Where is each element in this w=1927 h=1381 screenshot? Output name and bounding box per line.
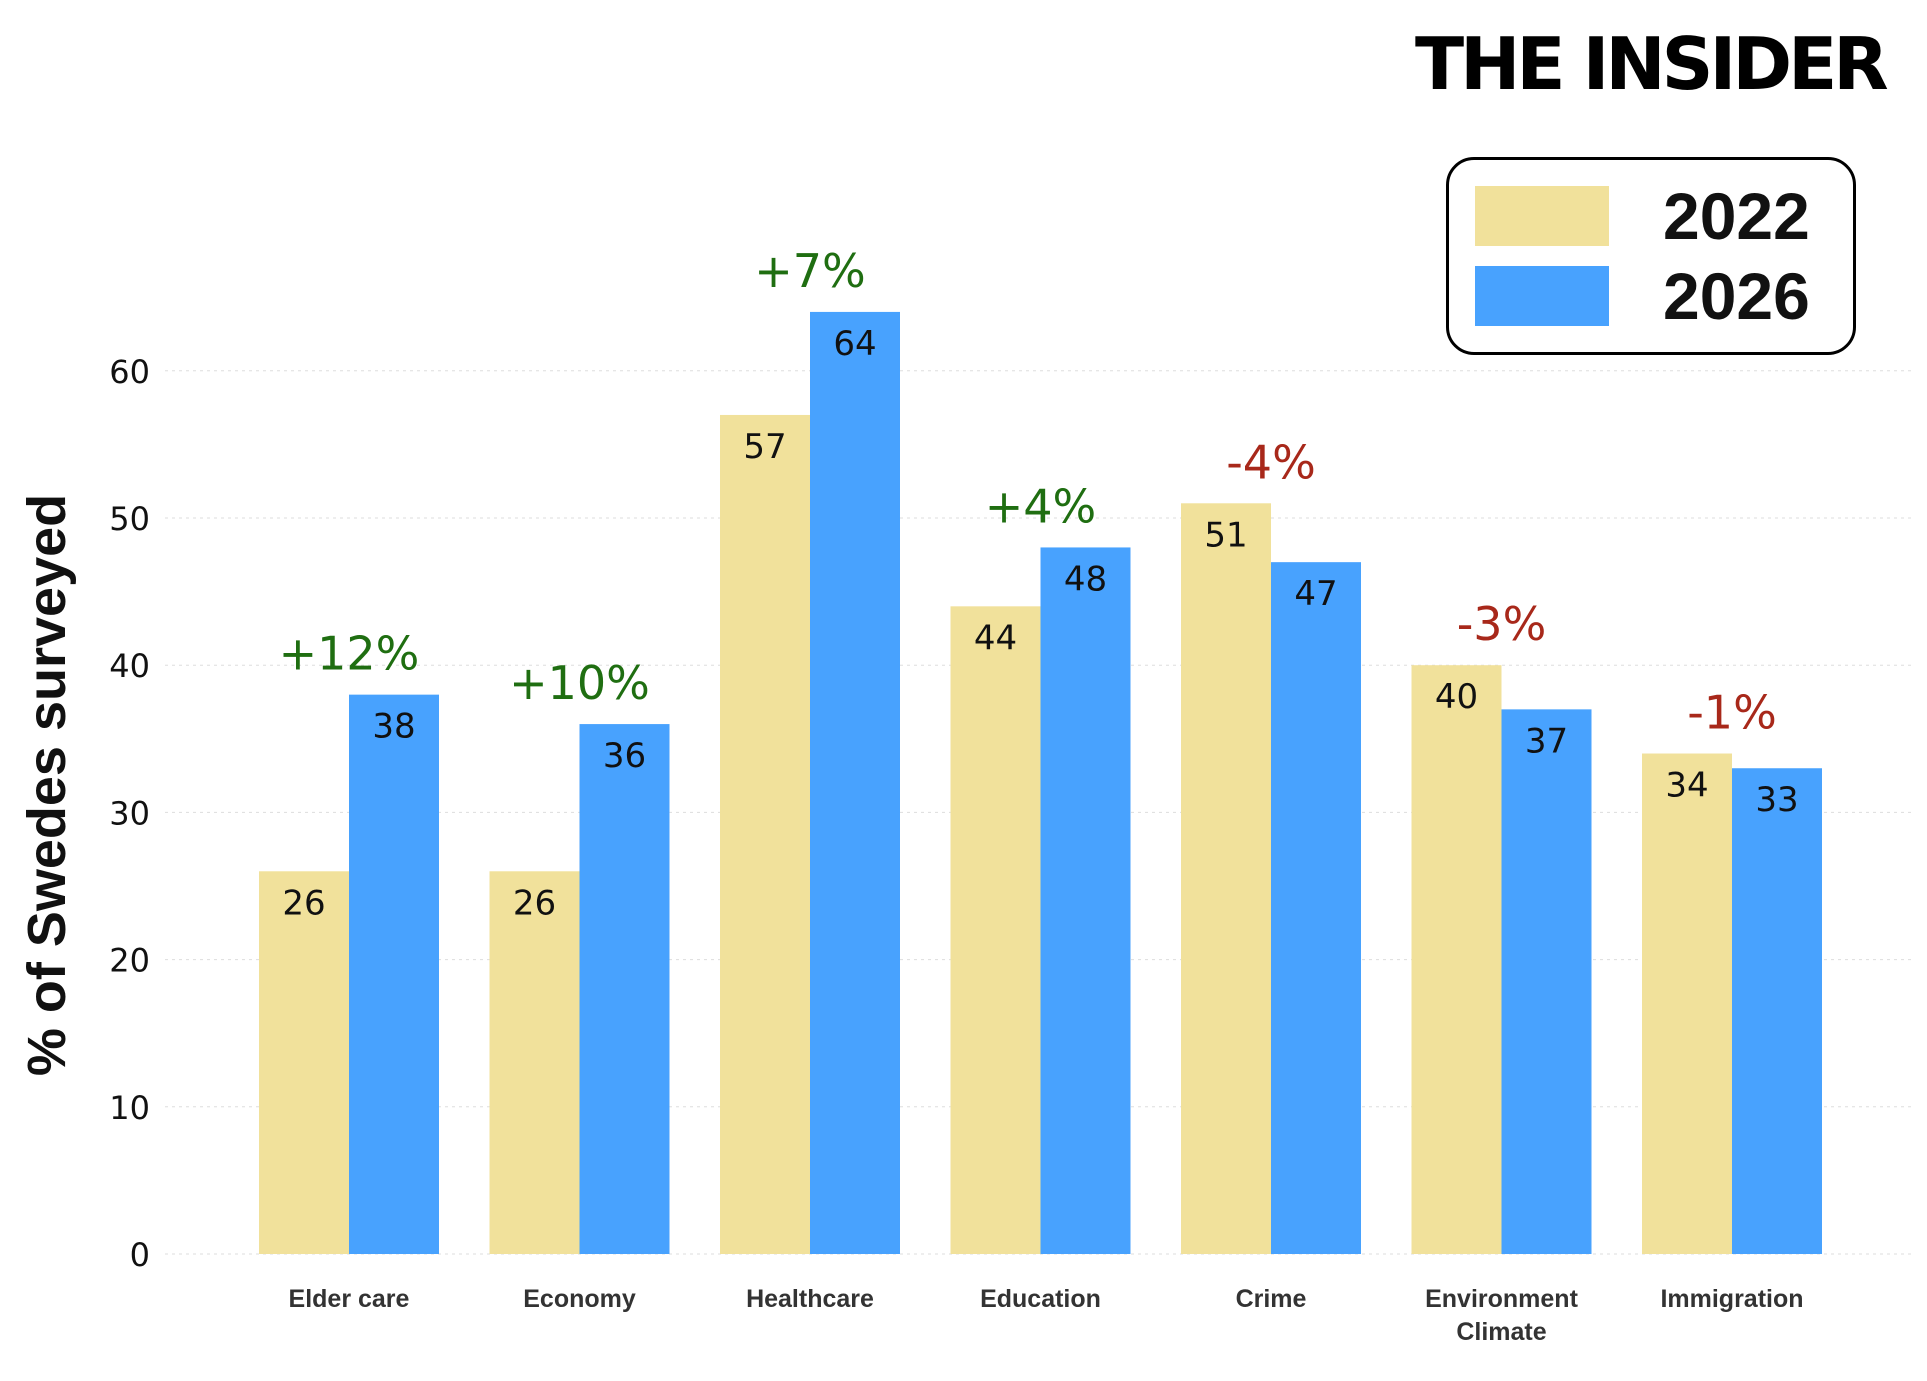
bar-2022 [1411,665,1502,1254]
y-tick-label: 0 [130,1236,150,1274]
y-tick-label: 20 [109,942,150,980]
y-tick-label: 40 [109,647,150,685]
bar-2022 [259,871,349,1254]
bar-value-label: 64 [833,324,876,364]
bar-2022 [489,871,580,1254]
bar-2022 [950,606,1041,1254]
bar-2022 [1642,753,1732,1254]
bar-value-label: 47 [1294,574,1337,614]
x-tick-label: Climate [1456,1318,1546,1346]
bar-value-label: 51 [1204,515,1247,555]
bar-value-label: 33 [1755,780,1798,820]
bar-2022 [1181,503,1271,1254]
x-tick-label: Healthcare [746,1285,874,1313]
change-label: +12% [279,627,420,681]
legend-label-2022: 2022 [1663,179,1810,253]
bar-value-label: 40 [1435,677,1478,717]
legend-label-2026: 2026 [1663,259,1810,333]
change-label: +4% [985,479,1097,533]
x-tick-label: Education [980,1285,1101,1313]
x-tick-label: Immigration [1660,1285,1803,1313]
y-axis-title: % of Swedes surveyed [17,494,77,1076]
bar-value-label: 48 [1064,559,1107,599]
legend-item-2026: 2026 [1475,259,1845,333]
legend-swatch-2022 [1475,186,1609,246]
y-tick-label: 10 [109,1089,150,1127]
bar-value-label: 26 [513,883,556,923]
x-tick-label: Elder care [289,1285,410,1313]
bar-2026 [579,724,670,1254]
bar-2026 [1271,562,1361,1254]
bar-value-label: 37 [1525,721,1568,761]
legend: 2022 2026 [1446,157,1856,355]
bar-value-label: 36 [603,736,646,776]
x-tick-label: Economy [523,1285,636,1313]
bar-value-label: 38 [372,707,415,747]
y-tick-label: 30 [109,794,150,832]
change-label: -3% [1457,597,1547,651]
x-tick-label: Environment [1425,1285,1578,1313]
bar-2022 [720,414,810,1255]
bar-2026 [1732,768,1822,1254]
change-label: +7% [754,244,866,298]
bar-2026 [1040,547,1131,1254]
change-label: -4% [1226,435,1316,489]
brand-logo: THE INSIDER [1415,22,1889,106]
bar-value-label: 44 [974,618,1017,658]
legend-item-2022: 2022 [1475,179,1845,253]
y-tick-label: 50 [109,500,150,538]
x-tick-label: Crime [1236,1285,1307,1313]
y-tick-label: 60 [109,353,150,391]
bar-value-label: 34 [1665,766,1708,806]
bar-2026 [349,694,439,1254]
change-label: -1% [1687,686,1777,740]
bar-2026 [1501,709,1592,1254]
change-label: +10% [509,656,650,710]
bar-value-label: 57 [743,427,786,467]
bar-value-label: 26 [282,883,325,923]
legend-swatch-2026 [1475,266,1609,326]
bar-2026 [810,311,900,1254]
